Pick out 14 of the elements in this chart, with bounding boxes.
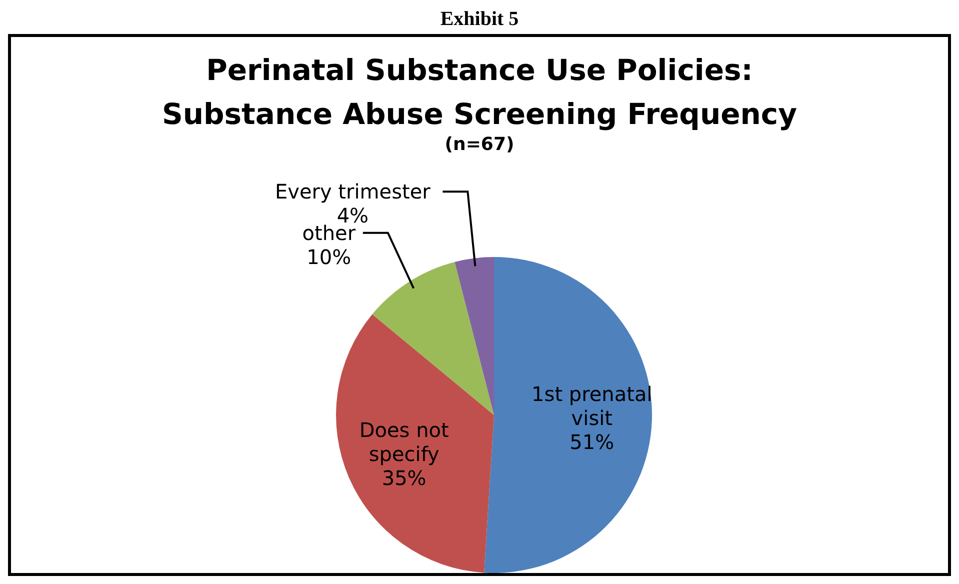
chart-subtitle: (n=67) <box>444 134 516 155</box>
pie-slice <box>336 314 494 573</box>
data-label: 4% <box>336 204 369 228</box>
data-label: 10% <box>306 244 352 269</box>
slice-label: Every trimester <box>274 180 432 204</box>
text: Exhibit 5 <box>439 8 520 31</box>
pie-slice <box>454 257 494 415</box>
pie-slice <box>372 262 494 415</box>
data-label: 51% <box>570 430 614 454</box>
chart-title: Perinatal Substance Use Policies: Substance Abuse Screening Frequency <box>162 53 797 131</box>
slice-label: 1st prenatal visit <box>532 382 652 430</box>
pie-slice <box>484 257 652 573</box>
data-label: 35% <box>382 466 426 490</box>
slice-label: Does not specify <box>359 418 449 466</box>
